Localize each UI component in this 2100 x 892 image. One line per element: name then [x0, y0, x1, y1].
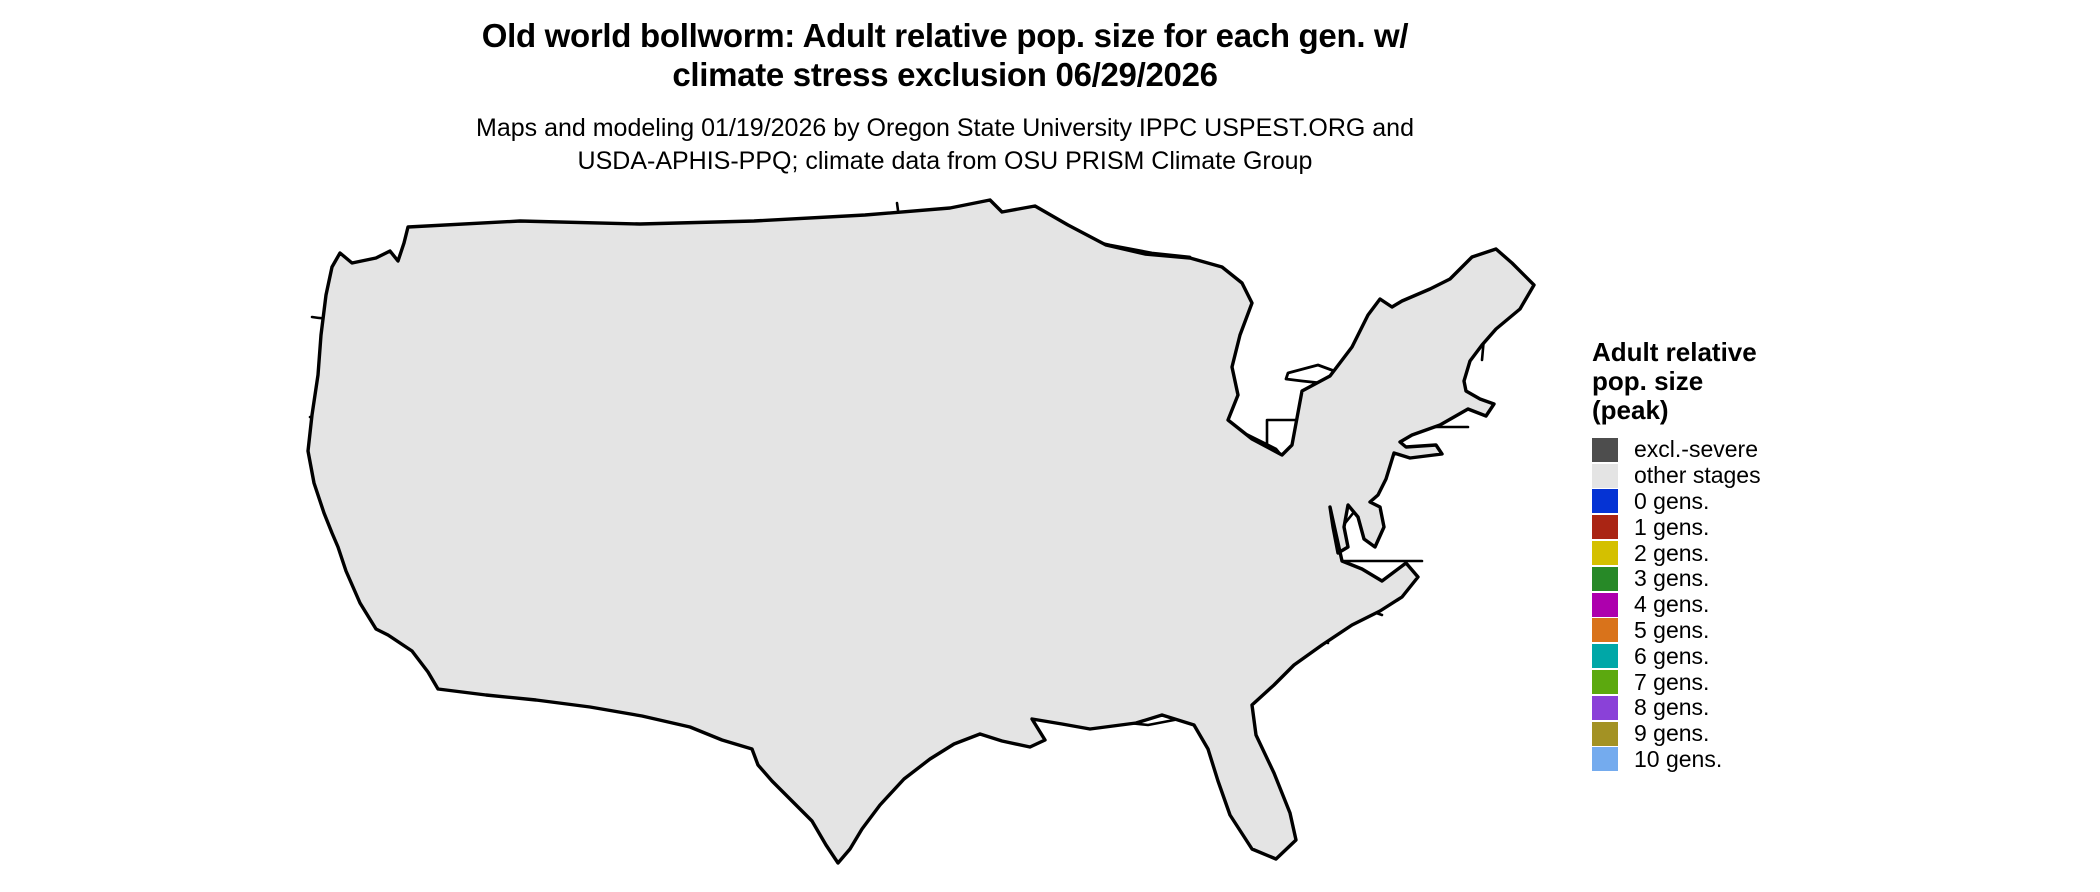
map-legend: Adult relative pop. size (peak) excl.-se… — [1592, 338, 1912, 772]
legend-swatch-2-gens — [1592, 541, 1618, 566]
legend-title-line3: (peak) — [1592, 395, 1669, 425]
us-coastline — [306, 198, 1536, 865]
legend-swatch-4-gens — [1592, 592, 1618, 617]
map-title-line2: climate stress exclusion 06/29/2026 — [672, 56, 1218, 93]
map-title-line1: Old world bollworm: Adult relative pop. … — [481, 17, 1409, 54]
legend-item-4-gens: 4 gens. — [1592, 591, 1912, 618]
legend-item-0-gens: 0 gens. — [1592, 488, 1912, 515]
legend-swatch-0-gens — [1592, 489, 1618, 514]
legend-item-1-gens: 1 gens. — [1592, 514, 1912, 540]
legend-swatch-9-gens — [1592, 721, 1618, 746]
map-subtitle-line2: USDA-APHIS-PPQ; climate data from OSU PR… — [577, 147, 1313, 175]
legend-item-6-gens: 6 gens. — [1592, 643, 1912, 669]
legend-label: other stages — [1634, 462, 1761, 489]
legend-swatch-10-gens — [1592, 747, 1618, 772]
legend-item-7-gens: 7 gens. — [1592, 669, 1912, 695]
legend-item-2-gens: 2 gens. — [1592, 540, 1912, 566]
legend-label: 6 gens. — [1634, 642, 1710, 669]
legend-title: Adult relative pop. size (peak) — [1592, 338, 1912, 425]
legend-label: 9 gens. — [1634, 720, 1710, 747]
legend-label: 5 gens. — [1634, 616, 1710, 643]
zone-4-gens — [1232, 873, 1244, 883]
map-subtitle: Maps and modeling 01/19/2026 by Oregon S… — [0, 112, 1890, 178]
legend-swatch-7-gens — [1592, 670, 1618, 695]
legend-item-3-gens: 3 gens. — [1592, 565, 1912, 592]
legend-label: 0 gens. — [1634, 488, 1710, 514]
legend-label: 1 gens. — [1634, 513, 1710, 540]
legend-item-other-stages: other stages — [1592, 462, 1912, 489]
legend-swatch-8-gens — [1592, 695, 1618, 720]
legend-swatch-5-gens — [1592, 618, 1618, 643]
map-subtitle-line1: Maps and modeling 01/19/2026 by Oregon S… — [476, 114, 1414, 142]
map-title: Old world bollworm: Adult relative pop. … — [0, 16, 1890, 94]
legend-label: 2 gens. — [1634, 539, 1710, 566]
legend-item-10-gens: 10 gens. — [1592, 745, 1912, 773]
legend-label: 10 gens. — [1634, 745, 1723, 772]
legend-label: excl.-severe — [1634, 436, 1758, 463]
legend-items: excl.-severe other stages 0 gens. 1 gens… — [1592, 436, 1912, 773]
legend-swatch-3-gens — [1592, 566, 1618, 591]
legend-item-8-gens: 8 gens. — [1592, 694, 1912, 721]
legend-label: 3 gens. — [1634, 565, 1710, 592]
legend-swatch-1-gens — [1592, 515, 1618, 540]
legend-swatch-6-gens — [1592, 644, 1618, 669]
us-map-svg — [306, 198, 1536, 883]
legend-label: 7 gens. — [1634, 668, 1710, 695]
legend-item-9-gens: 9 gens. — [1592, 720, 1912, 747]
legend-item-excl-severe: excl.-severe — [1592, 436, 1912, 463]
legend-title-line1: Adult relative — [1592, 337, 1757, 367]
legend-label: 4 gens. — [1634, 591, 1710, 618]
legend-swatch-other-stages — [1592, 463, 1618, 488]
us-generations-map — [290, 195, 1540, 885]
legend-title-line2: pop. size — [1592, 366, 1704, 396]
legend-item-5-gens: 5 gens. — [1592, 616, 1912, 644]
legend-label: 8 gens. — [1634, 694, 1710, 721]
legend-swatch-excl-severe — [1592, 437, 1618, 462]
